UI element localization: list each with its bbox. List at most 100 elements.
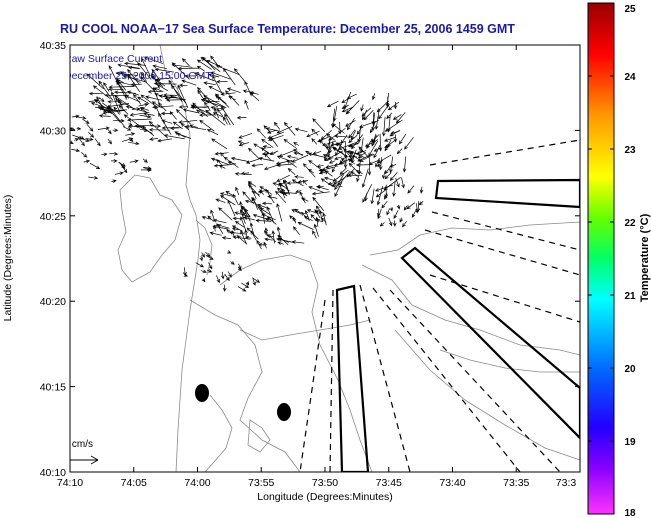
current-vector xyxy=(149,137,159,141)
shelf-contour-2 xyxy=(219,254,373,472)
current-vector xyxy=(102,110,125,115)
current-vector xyxy=(231,230,235,237)
current-vector xyxy=(350,154,355,162)
current-vector xyxy=(175,109,192,125)
current-vector xyxy=(273,121,281,130)
current-vector xyxy=(266,206,275,224)
current-vector xyxy=(404,137,414,150)
current-vector xyxy=(358,146,370,158)
current-vector xyxy=(151,68,161,81)
current-vector xyxy=(348,134,358,144)
current-vector xyxy=(276,203,283,222)
current-vector xyxy=(340,157,344,165)
current-vector xyxy=(345,120,356,127)
current-vector xyxy=(388,217,393,227)
current-vector xyxy=(88,91,104,96)
current-vector xyxy=(297,222,314,230)
current-vector xyxy=(293,226,300,236)
current-vector xyxy=(244,99,249,110)
bay-outline xyxy=(117,174,183,283)
current-vector xyxy=(361,168,369,188)
current-vector xyxy=(262,145,272,149)
current-vector xyxy=(357,160,362,176)
current-vector xyxy=(251,163,263,168)
x-tick-label: 73:50 xyxy=(312,477,338,489)
current-vector xyxy=(368,159,380,165)
current-vector xyxy=(258,156,275,162)
current-vector xyxy=(389,163,397,168)
current-vector xyxy=(76,126,82,131)
colorbar-tick-label: 23 xyxy=(624,145,636,156)
channel-contour xyxy=(369,221,580,256)
current-vector xyxy=(206,129,219,136)
current-vector xyxy=(225,191,235,197)
current-vector xyxy=(239,200,244,219)
current-vector xyxy=(129,112,146,117)
current-vector xyxy=(212,75,223,94)
current-vector xyxy=(266,234,274,238)
current-vector xyxy=(371,134,380,143)
current-vector xyxy=(293,142,299,146)
current-vector xyxy=(221,106,235,126)
current-vector xyxy=(399,217,404,223)
current-vector xyxy=(117,63,141,69)
current-vector xyxy=(367,157,372,176)
current-vector xyxy=(384,193,388,200)
current-vector xyxy=(139,107,147,113)
current-vector xyxy=(86,73,104,90)
current-vector xyxy=(277,241,284,246)
x-axis: 74:10 74:05 74:00 73:55 73:50 73:45 73:40 73:35… xyxy=(57,45,581,489)
current-vector xyxy=(389,172,398,181)
current-vector xyxy=(83,159,91,164)
current-vector xyxy=(202,97,219,108)
current-vector xyxy=(368,140,379,157)
current-vector xyxy=(205,251,211,258)
current-vector xyxy=(340,134,348,144)
current-vector xyxy=(142,158,148,163)
current-vector xyxy=(227,271,232,278)
colorbar-tick-label: 18 xyxy=(624,508,636,518)
current-vector xyxy=(125,132,136,136)
current-vector xyxy=(311,138,318,145)
current-vector xyxy=(153,81,177,86)
current-vector xyxy=(379,222,385,227)
current-vector xyxy=(244,80,251,93)
current-vector xyxy=(101,102,111,109)
current-vector xyxy=(182,108,200,114)
current-vector xyxy=(332,169,349,182)
x-tick-label: 73:35 xyxy=(503,477,529,489)
current-vector xyxy=(215,198,226,203)
current-vector xyxy=(111,179,117,184)
current-vector xyxy=(227,250,232,254)
inner-coast xyxy=(195,219,213,276)
current-vector xyxy=(264,237,273,242)
current-vector xyxy=(276,126,293,134)
current-vector xyxy=(392,114,402,120)
current-vector xyxy=(77,136,85,147)
current-vector xyxy=(158,102,167,112)
current-vector xyxy=(202,56,216,71)
current-vector xyxy=(331,163,338,173)
current-vector xyxy=(237,266,242,272)
current-vector xyxy=(398,134,407,145)
colorbar-tick-label: 20 xyxy=(624,364,636,375)
current-vector xyxy=(328,160,336,164)
current-vector xyxy=(326,100,339,108)
current-vector xyxy=(325,133,336,141)
current-vector xyxy=(242,206,251,222)
current-vector xyxy=(252,277,261,283)
current-vector xyxy=(278,149,296,157)
y-axis: 40:35 40:30 40:25 40:20 40:15 40:10 xyxy=(40,40,580,479)
current-vector xyxy=(327,181,335,186)
current-vector xyxy=(181,79,197,86)
current-vector xyxy=(370,188,375,205)
current-vector xyxy=(201,252,205,258)
current-vector xyxy=(212,224,217,232)
current-vector xyxy=(163,93,178,97)
current-vector xyxy=(75,116,87,120)
mask-polygon-southeast xyxy=(400,246,580,440)
x-tick-label: 74:10 xyxy=(57,477,83,489)
colorbar xyxy=(587,2,615,515)
current-vector xyxy=(169,126,181,131)
current-vector xyxy=(184,124,207,131)
